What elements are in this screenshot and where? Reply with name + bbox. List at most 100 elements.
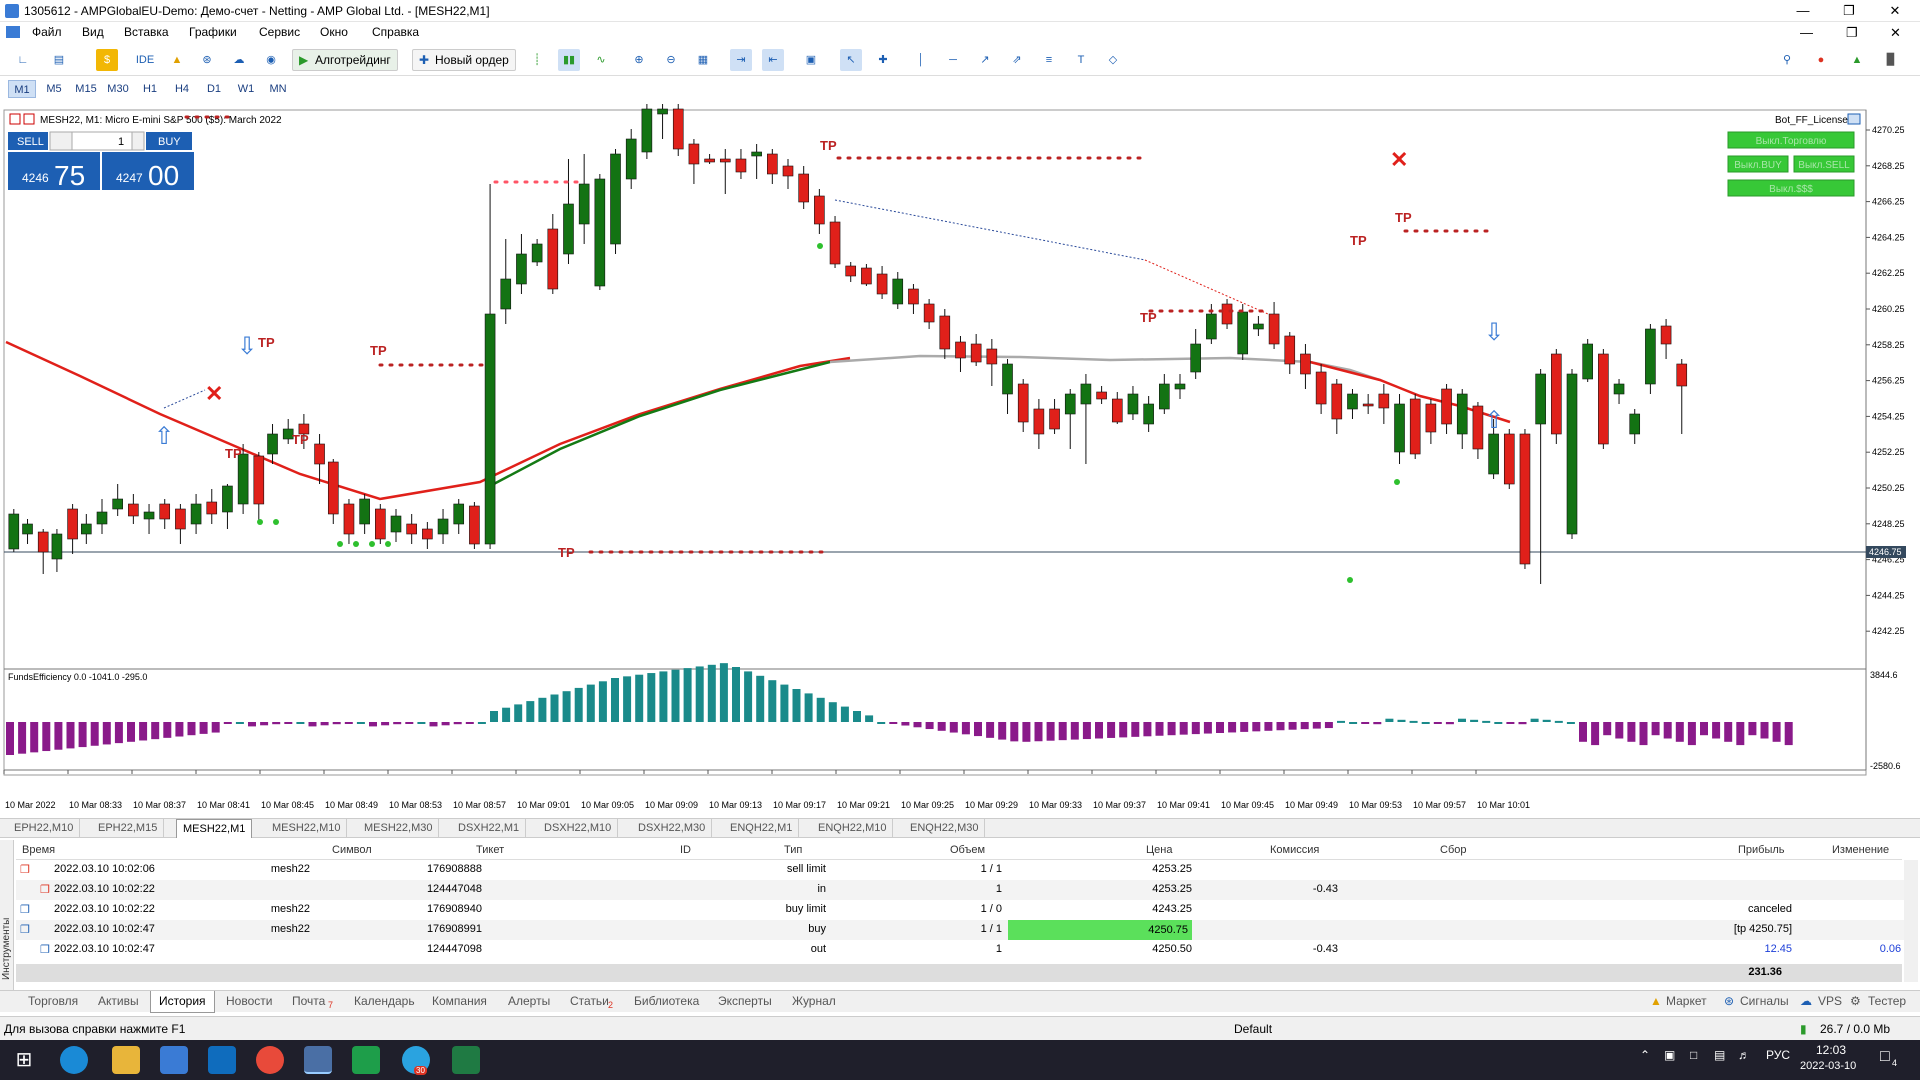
tf-m15[interactable]: M15 <box>75 83 97 95</box>
tab-mesh22-m10[interactable]: MESH22,M10 <box>266 819 348 838</box>
tf-d1[interactable]: D1 <box>206 83 222 95</box>
tab-eph22-m15[interactable]: EPH22,M15 <box>92 819 165 838</box>
bag-icon[interactable]: ▲ <box>171 54 183 66</box>
btn-signals[interactable]: Сигналы <box>1740 994 1789 1008</box>
tab-history[interactable]: История <box>150 991 215 1013</box>
search-icon[interactable]: ⚲ <box>1782 54 1792 66</box>
tab-enqh22-m30[interactable]: ENQH22,M30 <box>904 819 986 838</box>
col-price[interactable]: Цена <box>1146 844 1173 856</box>
tf-h1[interactable]: H1 <box>142 83 158 95</box>
history-scrollbar[interactable] <box>1904 860 1918 982</box>
chart-type-icon[interactable]: ∟ <box>17 54 29 66</box>
col-ticket[interactable]: Тикет <box>476 844 505 856</box>
tab-eph22-m10[interactable]: EPH22,M10 <box>8 819 81 838</box>
templates-icon[interactable]: ▤ <box>53 54 65 66</box>
zoom-out-icon[interactable]: ⊖ <box>666 54 676 66</box>
menu-tools[interactable]: Сервис <box>259 25 301 39</box>
bot-toggle-trading[interactable] <box>1727 131 1855 149</box>
menu-file[interactable]: Файл <box>32 25 62 39</box>
metatrader-icon[interactable] <box>304 1046 332 1074</box>
col-fee[interactable]: Сбор <box>1440 844 1467 856</box>
tf-m30[interactable]: M30 <box>107 83 129 95</box>
tray-app-icon[interactable]: ▣ <box>1664 1048 1676 1062</box>
tab-articles[interactable]: Статьи <box>570 994 609 1008</box>
history-row[interactable]: ❐ 2022.03.10 10:02:22 mesh22 176908940 buy l… <box>16 900 1916 920</box>
child-close-button[interactable]: ✕ <box>1890 25 1901 40</box>
bot-toggle-buy[interactable] <box>1727 155 1789 173</box>
chart-svg[interactable]: MESH22, M1: Micro E-mini S&P 500 ($5): M… <box>0 94 1920 816</box>
explorer-icon[interactable] <box>112 1046 140 1074</box>
history-row[interactable]: ❐ 2022.03.10 10:02:06 mesh22 176908888 sell … <box>16 860 1916 880</box>
tab-journal[interactable]: Журнал <box>792 994 836 1008</box>
chart-shift-icon[interactable]: ⇤ <box>762 49 784 71</box>
candles-icon[interactable]: ▮▮ <box>558 49 580 71</box>
volume-icon[interactable]: ♬ <box>1738 1048 1750 1062</box>
cursor-icon[interactable]: ↖ <box>840 49 862 71</box>
tab-company[interactable]: Компания <box>432 994 487 1008</box>
bid-price-box[interactable] <box>8 152 100 190</box>
trendline-icon[interactable]: ↗ <box>980 54 990 66</box>
buy-button[interactable] <box>146 132 192 150</box>
sell-button[interactable] <box>8 132 48 150</box>
tab-mail[interactable]: Почта <box>292 994 326 1008</box>
btn-market[interactable]: Маркет <box>1666 994 1707 1008</box>
col-change[interactable]: Изменение <box>1832 844 1890 856</box>
zoom-in-icon[interactable]: ⊕ <box>634 54 644 66</box>
menu-view[interactable]: Вид <box>82 25 104 39</box>
col-volume[interactable]: Объем <box>950 844 986 856</box>
bot-toggle-money[interactable] <box>1727 179 1855 197</box>
tab-mesh22-m1[interactable]: MESH22,M1 <box>176 819 253 838</box>
history-row[interactable]: ❐ 2022.03.10 10:02:47 124447098 out 1 4250.50… <box>16 940 1916 960</box>
lot-down-icon[interactable] <box>49 131 73 151</box>
bars-icon[interactable]: ┊ <box>533 54 541 66</box>
ask-price-box[interactable] <box>102 152 194 190</box>
crosshair-icon[interactable]: ✚ <box>878 54 888 66</box>
chrome-icon[interactable] <box>256 1046 284 1074</box>
tab-mesh22-m30[interactable]: MESH22,M30 <box>358 819 440 838</box>
tf-h4[interactable]: H4 <box>174 83 190 95</box>
maximize-button[interactable]: ❐ <box>1843 3 1855 18</box>
bot-toggle-sell[interactable] <box>1793 155 1855 173</box>
tab-assets[interactable]: Активы <box>98 994 139 1008</box>
vps-icon[interactable]: ◉ <box>266 54 276 66</box>
col-symbol[interactable]: Символ <box>332 844 372 856</box>
tab-dsxh22-m1[interactable]: DSXH22,M1 <box>452 819 527 838</box>
tf-m5[interactable]: M5 <box>46 83 62 95</box>
close-button[interactable]: ✕ <box>1889 3 1901 18</box>
line-chart-icon[interactable]: ∿ <box>596 54 606 66</box>
col-commission[interactable]: Комиссия <box>1270 844 1320 856</box>
tab-trade[interactable]: Торговля <box>28 994 79 1008</box>
tab-enqh22-m1[interactable]: ENQH22,M1 <box>724 819 800 838</box>
tab-dsxh22-m10[interactable]: DSXH22,M10 <box>538 819 619 838</box>
windows-start-icon[interactable]: ⊞ <box>15 1049 33 1071</box>
ide-button[interactable]: IDE <box>135 54 155 66</box>
channel-icon[interactable]: ⇗ <box>1012 54 1022 66</box>
autoscroll-icon[interactable]: ⇥ <box>730 49 752 71</box>
chart-window[interactable]: MESH22, M1: Micro E-mini S&P 500 ($5): M… <box>0 94 1920 816</box>
outlook-icon[interactable] <box>208 1046 236 1074</box>
tray-device-icon[interactable]: □ <box>1690 1048 1698 1062</box>
tab-library[interactable]: Библиотека <box>634 994 700 1008</box>
cloud-icon[interactable]: ☁ <box>233 54 245 66</box>
tf-m1[interactable]: M1 <box>8 80 36 98</box>
text-icon[interactable]: T <box>1077 54 1085 66</box>
signal-icon[interactable]: ⊛ <box>202 54 212 66</box>
history-row[interactable]: ❐ 2022.03.10 10:02:47 mesh22 176908991 buy 1 … <box>16 920 1916 940</box>
menu-charts[interactable]: Графики <box>189 25 237 39</box>
child-restore-button[interactable]: ❐ <box>1846 25 1858 40</box>
new-order-button[interactable]: ✚ Новый ордер <box>412 49 516 71</box>
tab-calendar[interactable]: Календарь <box>354 994 415 1008</box>
notifications-icon[interactable]: ● <box>1817 54 1825 66</box>
menu-window[interactable]: Окно <box>320 25 348 39</box>
grid-icon[interactable]: ▦ <box>697 54 709 66</box>
menu-help[interactable]: Справка <box>372 25 420 39</box>
tab-experts[interactable]: Эксперты <box>718 994 772 1008</box>
history-row[interactable]: ❐ 2022.03.10 10:02:22 124447048 in 1 4253.25 -… <box>16 880 1916 900</box>
fibo-icon[interactable]: ≡ <box>1045 54 1053 66</box>
col-id[interactable]: ID <box>680 844 691 856</box>
shapes-icon[interactable]: ◇ <box>1108 54 1118 66</box>
menu-insert[interactable]: Вставка <box>124 25 169 39</box>
mail-app-icon[interactable] <box>160 1046 188 1074</box>
tray-chevron-icon[interactable]: ⌃ <box>1640 1048 1651 1062</box>
spreadsheet-icon[interactable] <box>352 1046 380 1074</box>
